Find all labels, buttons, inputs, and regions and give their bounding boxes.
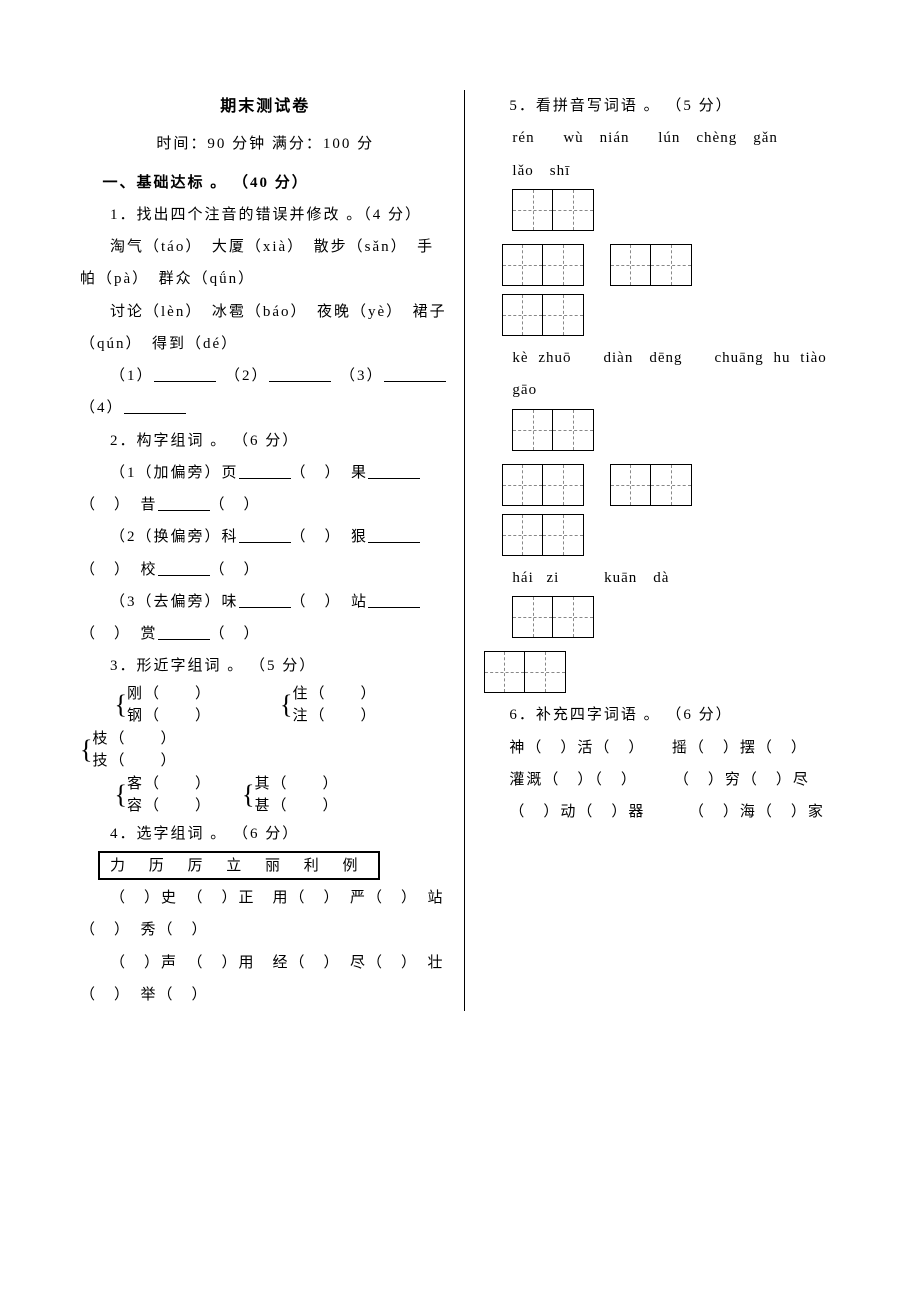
q3-row1: {刚（ ）钢（ ） {住（ ）注（ ） <box>80 683 450 728</box>
left-column: 期末测试卷 时间：90 分钟 满分：100 分 一、基础达标 。 （40 分） … <box>80 90 464 1011</box>
q5-grid2 <box>512 407 840 462</box>
q6-l2: 灌溉（ ）（ ） （ ）穷（ ）尽 <box>479 764 840 796</box>
q3-row2: {枝（ ）技（ ） <box>80 728 450 773</box>
q5-grid1 <box>512 187 840 242</box>
exam-subtitle: 时间：90 分钟 满分：100 分 <box>80 128 450 160</box>
q5-pinyin2: kè zhuō diàn dēng chuāng hu tiào gāo <box>512 342 840 407</box>
q2-l3: （3（去偏旁）味（ ） 站（ ） 赏（ ） <box>80 586 450 651</box>
q5-grid3b <box>484 649 840 699</box>
q3-head: 3．形近字组词 。 （5 分） <box>80 650 450 682</box>
two-column-layout: 期末测试卷 时间：90 分钟 满分：100 分 一、基础达标 。 （40 分） … <box>80 90 840 1011</box>
q2-head: 2．构字组词 。 （6 分） <box>80 425 450 457</box>
q4-charbox: 力 历 厉 立 丽 利 例 <box>80 850 450 882</box>
q2-l2: （2（换偏旁）科（ ） 狠（ ） 校（ ） <box>80 521 450 586</box>
section-1-heading: 一、基础达标 。 （40 分） <box>80 167 450 199</box>
q4-line2: （ ）声 （ ）用 经（ ） 尽（ ） 壮（ ） 举（ ） <box>80 947 450 1012</box>
exam-title: 期末测试卷 <box>80 90 450 124</box>
q1-line1: 淘气（táo） 大厦（xià） 散步（sǎn） 手帕（pà） 群众（qǘn） <box>80 231 450 296</box>
q5-pinyin1: rén wù nián lún chèng gǎn lǎo shī <box>512 122 840 187</box>
q5-grid1b <box>502 242 840 292</box>
q6-head: 6．补充四字词语 。 （6 分） <box>479 699 840 731</box>
q1-answers: （1） （2） （3） （4） <box>80 360 450 425</box>
q3-row3: {客（ ）容（ ） {其（ ）甚（ ） <box>80 773 450 818</box>
q4-line1: （ ）史 （ ）正 用（ ） 严（ ） 站（ ） 秀（ ） <box>80 882 450 947</box>
right-column: 5．看拼音写词语 。 （5 分） rén wù nián lún chèng g… <box>465 90 840 1011</box>
q1-line2: 讨论（lèn） 冰雹（báo） 夜晚（yè） 裙子（qún） 得到（dé） <box>80 296 450 361</box>
q5-grid1c <box>502 292 840 342</box>
q1-head: 1．找出四个注音的错误并修改 。（4 分） <box>80 199 450 231</box>
q5-grid2b <box>502 462 840 512</box>
q6-l3: （ ）动（ ）器 （ ）海（ ）家 <box>479 796 840 828</box>
q5-grid2c <box>502 512 840 562</box>
q4-head: 4．选字组词 。 （6 分） <box>80 818 450 850</box>
q5-grid3 <box>512 594 840 649</box>
q5-head: 5．看拼音写词语 。 （5 分） <box>479 90 840 122</box>
q2-l1: （1（加偏旁）页（ ） 果（ ） 昔（ ） <box>80 457 450 522</box>
q6-l1: 神（ ）活（ ） 摇（ ）摆（ ） <box>479 732 840 764</box>
q5-pinyin3: hái zi kuān dà <box>512 562 840 594</box>
